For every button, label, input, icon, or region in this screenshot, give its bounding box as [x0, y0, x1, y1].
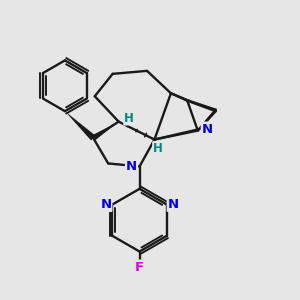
Text: N: N [100, 198, 111, 211]
Text: N: N [202, 123, 213, 136]
Polygon shape [92, 122, 118, 141]
Text: H: H [153, 142, 163, 155]
Text: F: F [135, 261, 144, 274]
Text: N: N [168, 198, 179, 211]
Polygon shape [65, 111, 95, 140]
Text: N: N [126, 160, 137, 173]
Text: H: H [124, 112, 134, 124]
